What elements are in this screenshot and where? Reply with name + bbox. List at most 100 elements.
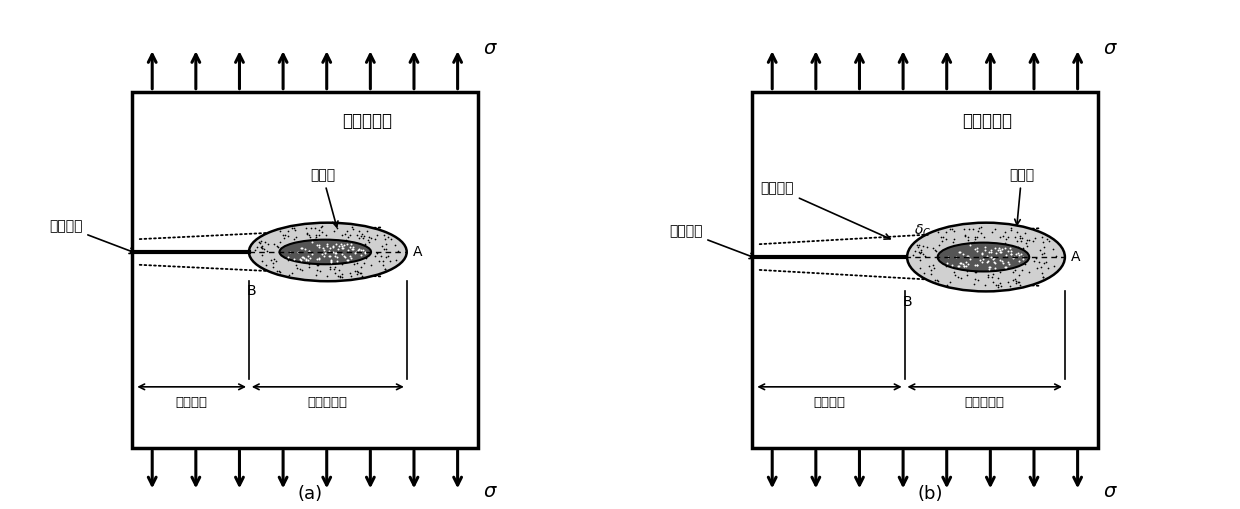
Point [296, 251, 316, 260]
Text: σ: σ [484, 482, 496, 501]
Point [944, 268, 963, 276]
Point [967, 227, 987, 235]
Point [355, 240, 374, 248]
Point [1008, 243, 1028, 251]
Point [334, 238, 353, 246]
Point [997, 251, 1017, 259]
Point [298, 258, 317, 266]
Point [976, 264, 996, 272]
Point [293, 244, 312, 252]
Point [342, 223, 362, 231]
Point [332, 260, 352, 268]
Point [1003, 276, 1023, 284]
Point [1037, 235, 1056, 243]
Text: σ: σ [1104, 39, 1116, 58]
Point [317, 258, 337, 266]
Point [330, 242, 350, 250]
Point [336, 241, 356, 249]
Point [1032, 249, 1052, 258]
Point [998, 233, 1018, 241]
Point [322, 256, 342, 264]
Point [290, 255, 310, 263]
Point [985, 254, 1004, 263]
Point [347, 259, 367, 267]
Point [910, 248, 930, 257]
Point [996, 263, 1016, 271]
Point [1009, 281, 1029, 289]
Point [998, 251, 1018, 259]
Point [306, 270, 326, 278]
Point [314, 244, 334, 252]
Point [267, 267, 286, 275]
Point [1034, 249, 1054, 258]
Point [942, 238, 962, 246]
Point [376, 253, 396, 261]
Point [1038, 264, 1058, 272]
Point [343, 245, 363, 253]
Point [324, 248, 343, 256]
Point [350, 234, 370, 242]
Point [949, 262, 968, 270]
Point [980, 245, 999, 253]
Point [983, 251, 1003, 259]
Point [923, 244, 942, 252]
Point [976, 281, 996, 289]
Point [279, 271, 299, 279]
Point [329, 245, 348, 253]
Point [1033, 273, 1053, 281]
Point [284, 256, 304, 264]
Point [300, 253, 320, 262]
Point [255, 261, 275, 269]
Point [914, 269, 934, 277]
Point [361, 261, 381, 269]
Point [351, 263, 371, 271]
Point [350, 245, 370, 253]
Point [341, 254, 361, 262]
Point [308, 266, 327, 274]
Text: (b): (b) [918, 485, 942, 503]
Point [1003, 249, 1023, 258]
Point [379, 258, 399, 266]
Point [1008, 249, 1028, 257]
Point [289, 251, 309, 260]
Point [334, 241, 353, 249]
Point [992, 258, 1012, 266]
Point [312, 228, 332, 236]
Point [955, 232, 975, 240]
Point [321, 259, 341, 267]
Point [1023, 257, 1043, 265]
Point [966, 251, 986, 259]
Point [317, 242, 337, 250]
Point [1017, 242, 1037, 250]
Point [386, 256, 405, 264]
Point [340, 243, 360, 251]
Point [278, 256, 298, 264]
Text: 预制裂缝: 预制裂缝 [48, 219, 135, 253]
Text: 过程区长度: 过程区长度 [308, 396, 347, 409]
Point [973, 260, 993, 268]
Point [999, 251, 1019, 260]
Point [959, 236, 978, 244]
Point [371, 252, 391, 260]
Point [293, 251, 312, 260]
Point [306, 261, 326, 269]
Point [950, 248, 970, 256]
Point [285, 226, 305, 234]
Point [994, 245, 1014, 253]
Point [1045, 251, 1065, 260]
Point [1003, 254, 1023, 262]
Point [954, 262, 973, 270]
Point [910, 248, 930, 257]
Point [1004, 233, 1024, 241]
Point [988, 274, 1008, 282]
Point [993, 232, 1013, 240]
Point [962, 264, 982, 272]
Point [908, 241, 928, 249]
Point [366, 235, 386, 243]
Point [357, 227, 377, 235]
Point [341, 247, 361, 255]
Point [966, 275, 986, 283]
Point [947, 258, 967, 266]
Point [1007, 250, 1027, 258]
Point [910, 257, 930, 265]
